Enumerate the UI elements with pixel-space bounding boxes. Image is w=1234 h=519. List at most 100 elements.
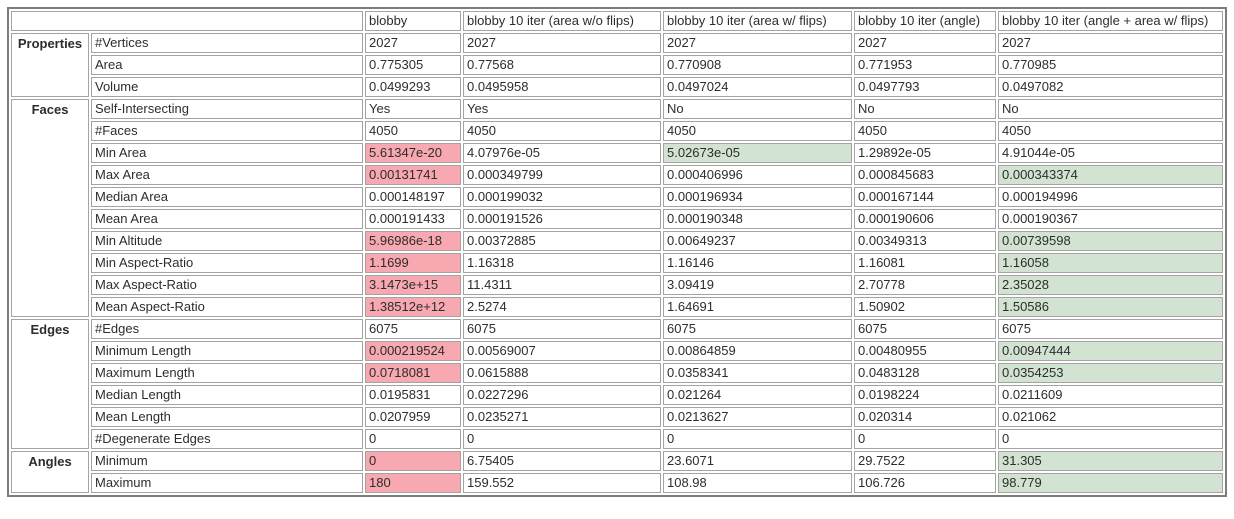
value-cell: 4050 — [365, 121, 461, 141]
table-row: Minimum Length 0.000219524 0.00569007 0.008… — [11, 341, 1223, 361]
value-cell: 2.35028 — [998, 275, 1223, 295]
value-cell: 0.0235271 — [463, 407, 661, 427]
value-cell: 0.00131741 — [365, 165, 461, 185]
value-cell: 0.00864859 — [663, 341, 852, 361]
table-row: Properties #Vertices 2027 2027 2027 2027 2027 — [11, 33, 1223, 97]
value-cell: 0.771953 — [854, 55, 996, 75]
value-cell: 31.305 — [998, 451, 1223, 471]
value-cell: 0 — [663, 429, 852, 449]
property-label: #Degenerate Edges — [91, 429, 363, 449]
value-cell: 0.770908 — [663, 55, 852, 75]
value-cell: 4050 — [463, 121, 661, 141]
value-cell: 0.021062 — [998, 407, 1223, 427]
column-header: blobby — [365, 11, 461, 31]
value-cell: 1.16146 — [663, 253, 852, 273]
table-row: Mean Length 0.0207959 0.0235271 0.0213627 0.… — [11, 407, 1223, 427]
property-label: Min Altitude — [91, 231, 363, 251]
value-cell: 1.38512e+12 — [365, 297, 461, 317]
table-row: #Faces 4050 4050 4050 4050 4050 — [11, 121, 1223, 141]
value-cell: 2027 — [463, 33, 661, 53]
table-row: Min Altitude 5.96986e-18 0.00372885 0.00649… — [11, 231, 1223, 251]
value-cell: 0.0358341 — [663, 363, 852, 383]
property-label: Area — [91, 55, 363, 75]
value-cell: 1.50902 — [854, 297, 996, 317]
value-cell: 0.0207959 — [365, 407, 461, 427]
group-label-faces: Faces — [11, 99, 89, 317]
value-cell: 1.16058 — [998, 253, 1223, 273]
value-cell: 0.00649237 — [663, 231, 852, 251]
value-cell: 2027 — [365, 33, 461, 53]
value-cell: 6075 — [998, 319, 1223, 339]
value-cell: 0.000845683 — [854, 165, 996, 185]
value-cell: 0.000148197 — [365, 187, 461, 207]
property-label: #Edges — [91, 319, 363, 339]
value-cell: 0.000167144 — [854, 187, 996, 207]
table-row: Mean Aspect-Ratio 1.38512e+12 2.5274 1.6469… — [11, 297, 1223, 317]
property-label: Minimum Length — [91, 341, 363, 361]
value-cell: 0.0718081 — [365, 363, 461, 383]
value-cell: No — [998, 99, 1223, 119]
corner-cell — [11, 11, 363, 31]
property-label: Maximum — [91, 473, 363, 493]
value-cell: 4050 — [854, 121, 996, 141]
mesh-statistics-table: blobby blobby 10 iter (area w/o flips) blo… — [7, 7, 1227, 497]
value-cell: 1.16318 — [463, 253, 661, 273]
property-label: Maximum Length — [91, 363, 363, 383]
value-cell: 0.0497082 — [998, 77, 1223, 97]
property-label: Mean Length — [91, 407, 363, 427]
value-cell: 0.0213627 — [663, 407, 852, 427]
property-label: Max Aspect-Ratio — [91, 275, 363, 295]
value-cell: 0.020314 — [854, 407, 996, 427]
value-cell: 0.0497793 — [854, 77, 996, 97]
value-cell: 159.552 — [463, 473, 661, 493]
value-cell: 4.07976e-05 — [463, 143, 661, 163]
value-cell: 5.02673e-05 — [663, 143, 852, 163]
value-cell: 29.7522 — [854, 451, 996, 471]
value-cell: 3.09419 — [663, 275, 852, 295]
value-cell: 0 — [365, 429, 461, 449]
value-cell: 0.0615888 — [463, 363, 661, 383]
value-cell: 2027 — [854, 33, 996, 53]
value-cell: 0.000219524 — [365, 341, 461, 361]
value-cell: 0.0211609 — [998, 385, 1223, 405]
table-row: Max Area 0.00131741 0.000349799 0.000406996… — [11, 165, 1223, 185]
value-cell: 0.000406996 — [663, 165, 852, 185]
property-label: Minimum — [91, 451, 363, 471]
value-cell: 0.0227296 — [463, 385, 661, 405]
value-cell: 5.96986e-18 — [365, 231, 461, 251]
table-row: Area 0.775305 0.77568 0.770908 0.771953 0.770… — [11, 55, 1223, 75]
value-cell: 0.00947444 — [998, 341, 1223, 361]
value-cell: 0.0495958 — [463, 77, 661, 97]
table-row: Mean Area 0.000191433 0.000191526 0.0001903… — [11, 209, 1223, 229]
value-cell: 23.6071 — [663, 451, 852, 471]
value-cell: 4050 — [663, 121, 852, 141]
property-label: Min Area — [91, 143, 363, 163]
value-cell: 0.775305 — [365, 55, 461, 75]
header-row: blobby blobby 10 iter (area w/o flips) blo… — [11, 11, 1223, 31]
table-row: #Degenerate Edges 0 0 0 0 0 — [11, 429, 1223, 449]
value-cell: 6075 — [663, 319, 852, 339]
table-row: Maximum 180 159.552 108.98 106.726 98.779 — [11, 473, 1223, 493]
table-row: Max Aspect-Ratio 3.1473e+15 11.4311 3.09419… — [11, 275, 1223, 295]
value-cell: 6.75405 — [463, 451, 661, 471]
table-row: Volume 0.0499293 0.0495958 0.0497024 0.04977… — [11, 77, 1223, 97]
value-cell: 0.0354253 — [998, 363, 1223, 383]
value-cell: 0.000190367 — [998, 209, 1223, 229]
value-cell: 11.4311 — [463, 275, 661, 295]
column-header: blobby 10 iter (area w/o flips) — [463, 11, 661, 31]
table-row: Median Length 0.0195831 0.0227296 0.021264 0… — [11, 385, 1223, 405]
table-row: Min Aspect-Ratio 1.1699 1.16318 1.16146 1.16… — [11, 253, 1223, 273]
property-label: Median Area — [91, 187, 363, 207]
property-label: Mean Area — [91, 209, 363, 229]
value-cell: 108.98 — [663, 473, 852, 493]
table-row: Faces Self-Intersecting Yes Yes No No No — [11, 99, 1223, 317]
value-cell: 0.77568 — [463, 55, 661, 75]
value-cell: 2.5274 — [463, 297, 661, 317]
value-cell: 0.00349313 — [854, 231, 996, 251]
value-cell: 2027 — [663, 33, 852, 53]
value-cell: 0.000349799 — [463, 165, 661, 185]
value-cell: 2027 — [998, 33, 1223, 53]
value-cell: 0.00739598 — [998, 231, 1223, 251]
value-cell: 4.91044e-05 — [998, 143, 1223, 163]
property-label: #Vertices — [91, 33, 363, 53]
